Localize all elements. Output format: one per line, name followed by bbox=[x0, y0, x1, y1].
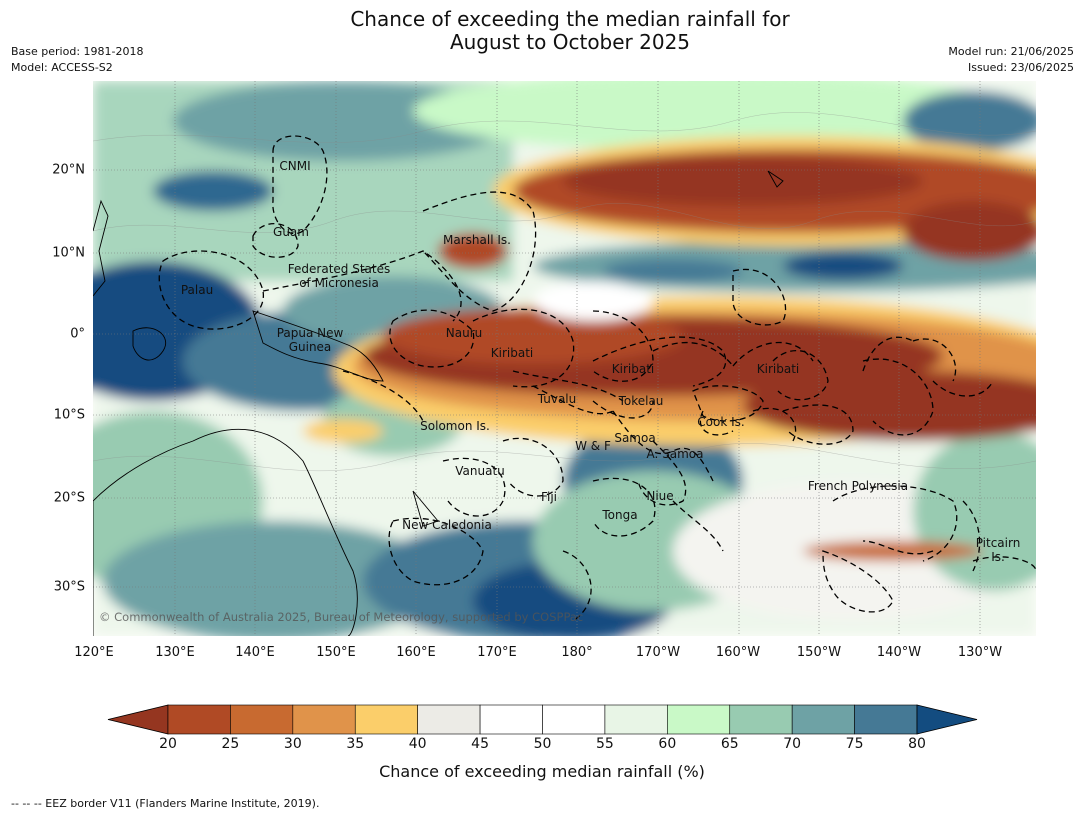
colorbar-cell bbox=[292, 704, 356, 735]
colorbar-cell bbox=[667, 704, 731, 735]
region-label-new-caledonia: New Caledonia bbox=[402, 518, 492, 532]
lon-label-150e: 150°E bbox=[316, 645, 356, 660]
colorbar-tick-label: 40 bbox=[408, 736, 427, 752]
lon-label-120e: 120°E bbox=[74, 645, 114, 660]
region-label-vanuatu: Vanuatu bbox=[455, 464, 505, 478]
colorbar-tick-label: 75 bbox=[845, 736, 864, 752]
colorbar-tick-label: 45 bbox=[471, 736, 489, 752]
region-label-fiji: Fiji bbox=[540, 490, 558, 504]
region-label-guam: Guam bbox=[273, 225, 309, 239]
lon-label-130w: 130°W bbox=[957, 645, 1003, 660]
region-label-marshall-islands: Marshall Is. bbox=[443, 233, 511, 247]
region-label-pitcairn-2: Is. bbox=[991, 550, 1005, 564]
colorbar-label: Chance of exceeding median rainfall (%) bbox=[379, 762, 705, 781]
issued-date: Issued: 23/06/2025 bbox=[967, 61, 1074, 74]
colorbar-tick-label: 50 bbox=[533, 736, 552, 752]
colorbar-cell bbox=[167, 704, 231, 735]
lon-label-140w: 140°W bbox=[876, 645, 922, 660]
lon-label-180: 180° bbox=[561, 645, 593, 660]
region-label-solomon-islands: Solomon Is. bbox=[420, 419, 490, 433]
colorbar-cell bbox=[354, 704, 418, 735]
colorbar-cell bbox=[854, 704, 918, 735]
region-label-niue: Niue bbox=[646, 489, 674, 503]
lon-label-130e: 130°E bbox=[155, 645, 195, 660]
meta-left: Base period: 1981-2018 Model: ACCESS-S2 bbox=[11, 44, 143, 76]
region-label-micronesia-1: Federated States bbox=[287, 262, 391, 276]
colorbar-tick-label: 80 bbox=[908, 736, 926, 752]
colorbar-tick-label: 35 bbox=[346, 736, 365, 752]
eez-borders bbox=[158, 135, 1036, 622]
colorbar-cell bbox=[729, 704, 793, 735]
colorbar-cell bbox=[479, 704, 543, 735]
region-label-micronesia-2: of Micronesia bbox=[299, 276, 379, 290]
chart-title: Chance of exceeding the median rainfall … bbox=[0, 8, 1085, 54]
colorbar-cell bbox=[542, 704, 606, 735]
model-run: Model run: 21/06/2025 bbox=[948, 45, 1074, 58]
colorbar-tick-label: 20 bbox=[159, 736, 177, 752]
region-label-samoa: Samoa bbox=[614, 431, 656, 445]
lat-label-10n: 10°N bbox=[52, 245, 85, 261]
title-line-1: Chance of exceeding the median rainfall … bbox=[350, 7, 790, 31]
colorbar-extend-low bbox=[107, 704, 169, 735]
colorbar-tick-label: 30 bbox=[283, 736, 302, 752]
rainfall-map: CNMI Guam Marshall Is. Federated States … bbox=[93, 81, 1036, 636]
region-label-png-1: Papua New bbox=[276, 326, 344, 340]
region-label-wallis-futuna: W & F bbox=[575, 439, 611, 453]
region-label-tokelau: Tokelau bbox=[618, 394, 664, 408]
colorbar-cell bbox=[417, 704, 481, 735]
colorbar-cell bbox=[230, 704, 294, 735]
region-label-cook-islands: Cook Is. bbox=[697, 415, 745, 429]
region-label-nauru: Nauru bbox=[445, 326, 483, 340]
colorbar-extend-high bbox=[916, 704, 978, 735]
colorbar-tick-label: 70 bbox=[783, 736, 802, 752]
colorbar-tick-label: 25 bbox=[221, 736, 240, 752]
map-graphic bbox=[93, 81, 1036, 636]
lat-label-20s: 20°S bbox=[53, 490, 85, 506]
region-label-french-polynesia: French Polynesia bbox=[807, 479, 909, 493]
lon-label-170w: 170°W bbox=[635, 645, 681, 660]
colorbar-cell bbox=[604, 704, 668, 735]
probability-field bbox=[93, 81, 1036, 636]
lat-label-20n: 20°N bbox=[52, 162, 85, 178]
lon-label-160w: 160°W bbox=[715, 645, 761, 660]
colorbar-cell bbox=[791, 704, 855, 735]
lat-label-0: 0° bbox=[70, 326, 85, 342]
lat-label-10s: 10°S bbox=[53, 407, 85, 423]
colorbar-tick-label: 60 bbox=[658, 736, 677, 752]
title-line-2: August to October 2025 bbox=[449, 30, 691, 54]
region-label-american-samoa: A. Samoa bbox=[646, 447, 704, 461]
meta-right: Model run: 21/06/2025 Issued: 23/06/2025 bbox=[948, 44, 1074, 76]
model-name: Model: ACCESS-S2 bbox=[11, 61, 113, 74]
region-label-cnmi: CNMI bbox=[279, 159, 311, 173]
eez-footnote: -- -- -- EEZ border V11 (Flanders Marine… bbox=[11, 797, 320, 810]
lon-label-170e: 170°E bbox=[477, 645, 517, 660]
region-label-pitcairn-1: Pitcairn bbox=[975, 536, 1021, 550]
region-label-tuvalu: Tuvalu bbox=[537, 392, 577, 406]
region-label-tonga: Tonga bbox=[602, 508, 638, 522]
lon-label-150w: 150°W bbox=[796, 645, 842, 660]
lat-label-30s: 30°S bbox=[53, 579, 85, 595]
colorbar-tick-label: 55 bbox=[595, 736, 614, 752]
region-label-kiribati-west: Kiribati bbox=[490, 346, 534, 360]
region-label-palau: Palau bbox=[180, 283, 214, 297]
coastlines bbox=[93, 170, 784, 636]
graticule bbox=[93, 81, 1036, 636]
lon-label-160e: 160°E bbox=[396, 645, 436, 660]
base-period: Base period: 1981-2018 bbox=[11, 45, 144, 58]
region-label-kiribati-east: Kiribati bbox=[756, 362, 800, 376]
lon-label-140e: 140°E bbox=[235, 645, 275, 660]
region-label-png-2: Guinea bbox=[288, 340, 332, 354]
copyright-notice: © Commonwealth of Australia 2025, Bureau… bbox=[99, 610, 584, 624]
region-label-kiribati-central: Kiribati bbox=[611, 362, 655, 376]
colorbar-tick-label: 65 bbox=[720, 736, 739, 752]
